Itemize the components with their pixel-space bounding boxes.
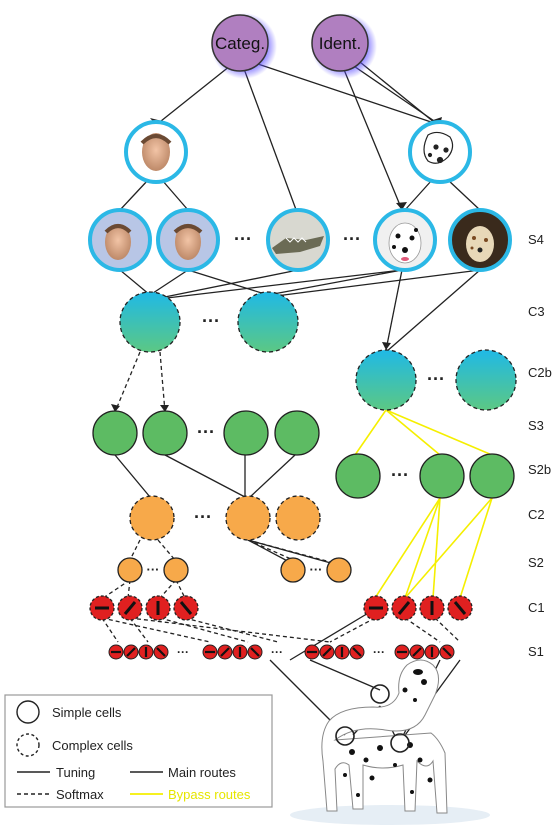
- legend-complex-icon: [16, 733, 40, 757]
- label-c2: C2: [528, 507, 545, 522]
- s2b-layer: ··· S2b: [335, 453, 551, 499]
- legend-simple-icon: [16, 700, 40, 724]
- s1-cell-orientation: [352, 647, 362, 657]
- s1-cell-orientation: [322, 647, 332, 657]
- c3-node-1: [119, 291, 181, 353]
- legend: Simple cells Complex cells Tuning Softma…: [4, 694, 273, 808]
- legend-softmax-label: Softmax: [56, 787, 104, 802]
- s1-cell-orientation: [250, 647, 260, 657]
- s2b-node-1: [335, 453, 381, 499]
- c1-layer: C1: [89, 595, 545, 621]
- s3-node-4: [274, 410, 320, 456]
- s1-cell-orientation: [412, 647, 422, 657]
- s1-cell-orientation: [442, 647, 452, 657]
- s1-cell-orientation: [156, 647, 166, 657]
- s4-layer: ··· ··· S4: [88, 208, 544, 272]
- c2-node-2: [225, 495, 271, 541]
- c2-node-1: [129, 495, 175, 541]
- c2b-ellipsis: ···: [427, 369, 445, 389]
- receptive-field-2: [335, 726, 355, 746]
- c2-ellipsis: ···: [194, 507, 212, 527]
- receptive-field-1: [370, 684, 390, 704]
- c2-layer: ··· C2: [129, 495, 545, 541]
- legend-simple-label: Simple cells: [52, 705, 122, 720]
- legend-tuning-label: Tuning: [56, 765, 95, 780]
- label-s2: S2: [528, 555, 544, 570]
- s3-node-2: [142, 410, 188, 456]
- face-icon: [142, 133, 170, 171]
- receptive-field-3: [390, 733, 410, 753]
- c2b-node-1: [355, 349, 417, 411]
- s2-node-3: [280, 557, 306, 583]
- prototype-layer: [124, 120, 472, 184]
- categ-label: Categ.: [215, 34, 265, 53]
- label-s2b: S2b: [528, 462, 551, 477]
- legend-box: [4, 694, 273, 808]
- s4-ellipsis-2: ···: [343, 229, 361, 249]
- c1-group-right: [363, 595, 473, 621]
- s1-ellipsis: ···: [177, 645, 189, 659]
- label-c1: C1: [528, 600, 545, 615]
- bypass-connections: [354, 409, 493, 599]
- c1-group-left: [89, 595, 199, 621]
- label-s3: S3: [528, 418, 544, 433]
- s3-node-1: [92, 410, 138, 456]
- s1-ellipsis: ···: [271, 645, 283, 659]
- s2-layer: ··· ··· S2: [117, 555, 544, 583]
- s3-layer: ··· S3: [92, 410, 544, 456]
- label-c3: C3: [528, 304, 545, 319]
- top-layer: Categ. Ident.: [211, 13, 377, 79]
- c2b-node-2: [455, 349, 517, 411]
- s2b-node-3: [469, 453, 515, 499]
- ident-label: Ident.: [319, 34, 362, 53]
- ident-node: [311, 14, 369, 72]
- s2b-ellipsis: ···: [391, 465, 409, 485]
- s2-node-1: [117, 557, 143, 583]
- c2b-layer: ··· C2b: [355, 349, 552, 411]
- legend-complex-label: Complex cells: [52, 738, 133, 753]
- dog-sketch-icon: [423, 131, 454, 164]
- s1-layer: S1 ··· ··· ···: [108, 644, 544, 660]
- label-s1: S1: [528, 644, 544, 659]
- s3-node-3: [223, 410, 269, 456]
- legend-main-label: Main routes: [168, 765, 236, 780]
- s4-ellipsis-1: ···: [234, 229, 252, 249]
- s2b-node-2: [419, 453, 465, 499]
- legend-bypass-label: Bypass routes: [168, 787, 251, 802]
- s3-ellipsis: ···: [197, 422, 215, 442]
- c3-node-2: [237, 291, 299, 353]
- categ-node: [211, 14, 269, 72]
- softmax-connections: [101, 351, 461, 643]
- dog-prototype: [408, 120, 472, 184]
- s2-node-2: [163, 557, 189, 583]
- s2-node-4: [326, 557, 352, 583]
- c2-node-3: [275, 495, 321, 541]
- s1-cell-orientation: [220, 647, 230, 657]
- s2-ellipsis-1: ···: [147, 562, 160, 577]
- c3-layer: ··· C3: [119, 291, 545, 353]
- label-s4: S4: [528, 232, 544, 247]
- s1-ellipsis: ···: [373, 645, 385, 659]
- label-c2b: C2b: [528, 365, 552, 380]
- s1-cell-orientation: [126, 647, 136, 657]
- s2-ellipsis-2: ···: [310, 562, 323, 577]
- dalmatian-input-image: [290, 659, 490, 825]
- c3-ellipsis: ···: [202, 311, 220, 331]
